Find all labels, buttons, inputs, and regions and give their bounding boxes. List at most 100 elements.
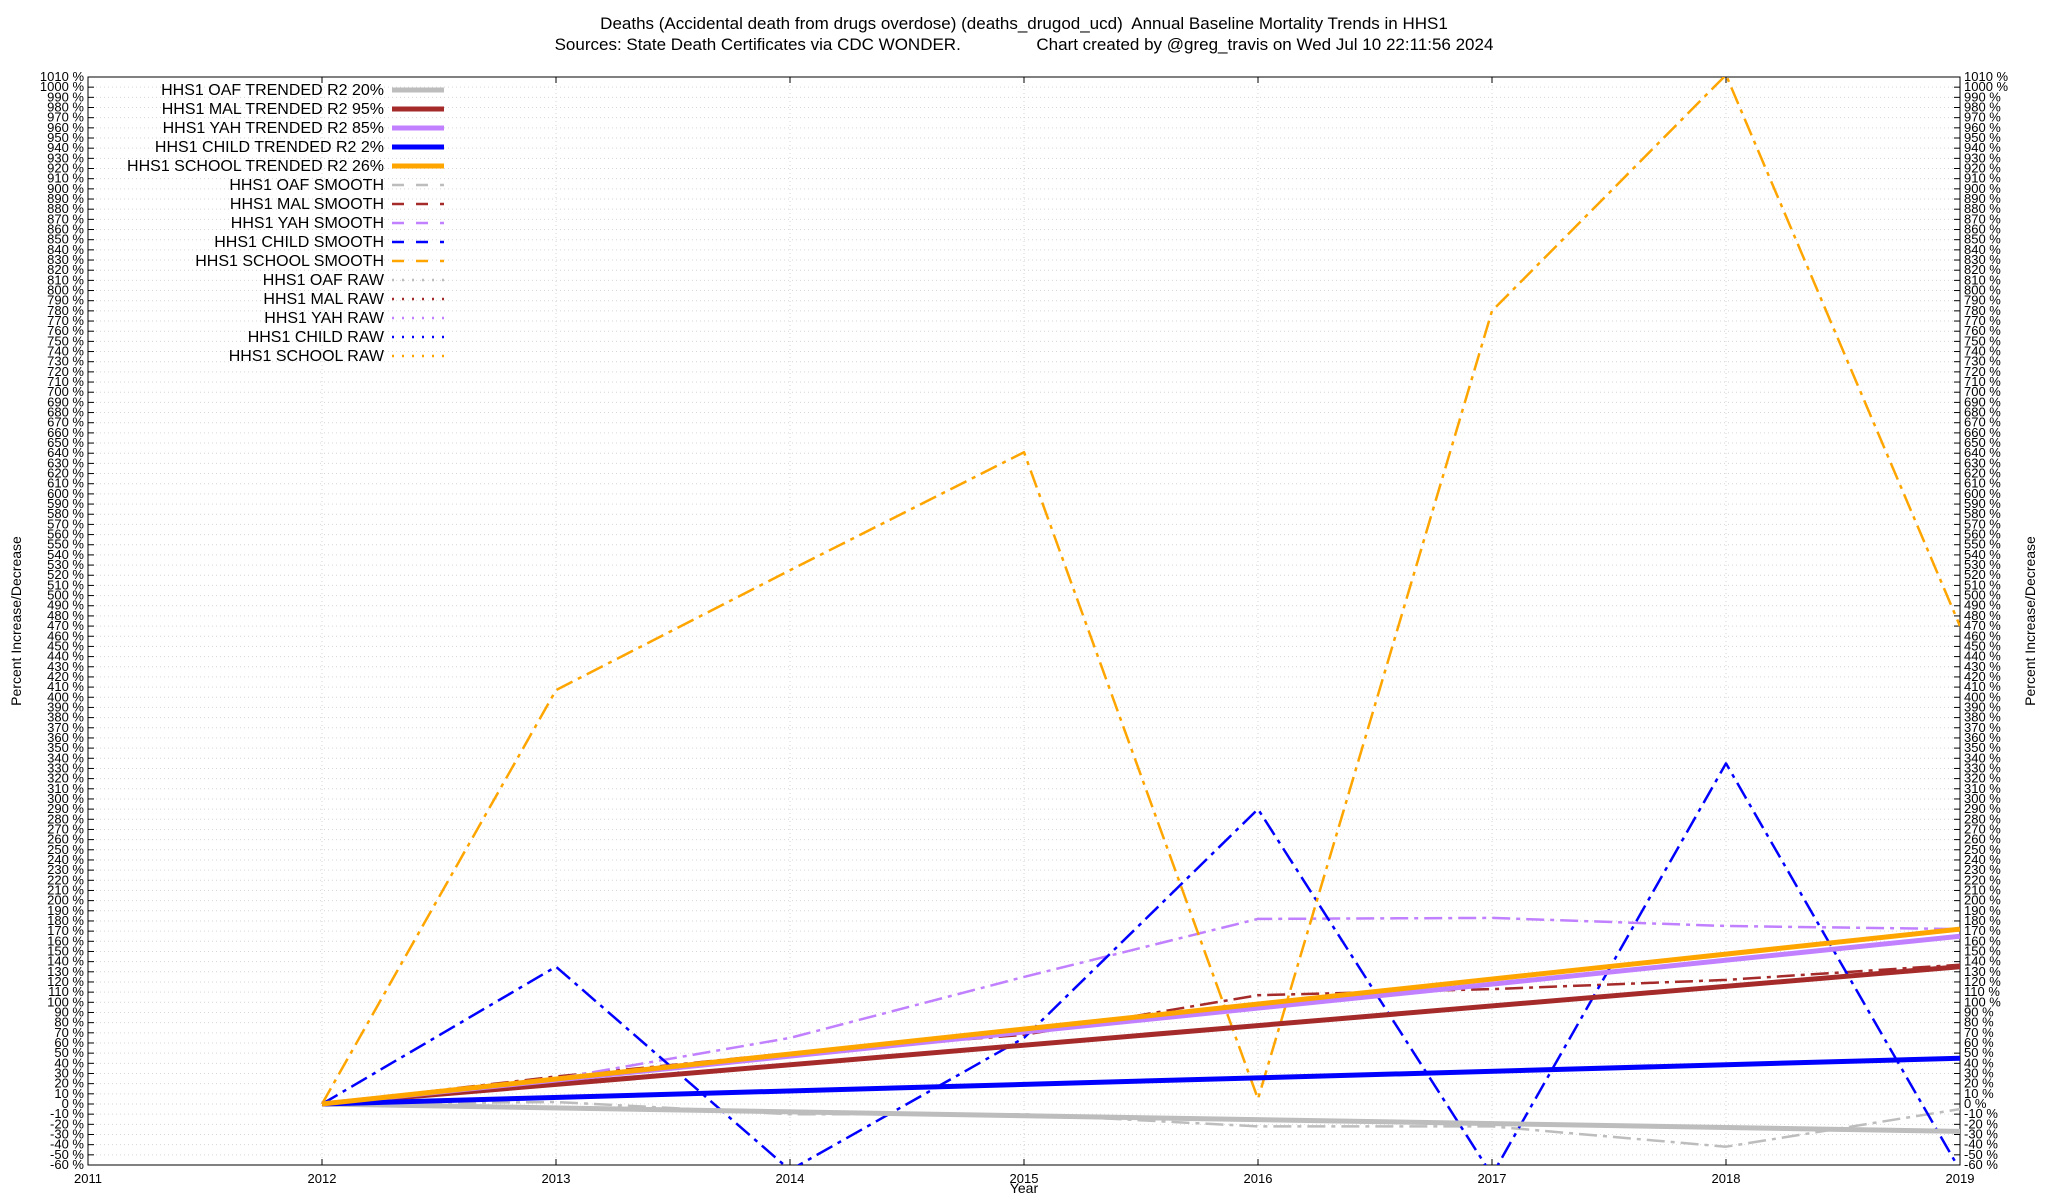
y-tick-label: 220 %: [47, 872, 84, 887]
y-tick-label: 310 %: [47, 781, 84, 796]
x-tick-label: 2018: [1712, 1171, 1741, 1186]
y-tick-label: 780 %: [1964, 303, 2001, 318]
legend-label: HHS1 OAF TRENDED R2 20%: [161, 82, 384, 99]
y-tick-label: 540 %: [47, 547, 84, 562]
y-tick-label: 990 %: [1964, 89, 2001, 104]
y-tick-label: 370 %: [47, 720, 84, 735]
y-tick-label: 170 %: [47, 923, 84, 938]
x-tick-label: 2013: [542, 1171, 571, 1186]
y-tick-label: 570 %: [1964, 516, 2001, 531]
y-tick-label: 140 %: [47, 954, 84, 969]
y-tick-label: -30 %: [1964, 1126, 1998, 1141]
y-tick-label: 430 %: [1964, 659, 2001, 674]
y-tick-label: 150 %: [1964, 943, 2001, 958]
y-tick-label: 420 %: [1964, 669, 2001, 684]
y-tick-label: 430 %: [47, 659, 84, 674]
y-tick-label: 1000 %: [40, 79, 85, 94]
x-axis: 2011 2012 2013 2014 2015 2016 2017 2018 2019: [74, 77, 1974, 1186]
legend-label: HHS1 CHILD TRENDED R2 2%: [155, 139, 384, 156]
legend-label: HHS1 SCHOOL TRENDED R2 26%: [127, 158, 384, 175]
y-tick-label: 10 %: [1964, 1086, 1994, 1101]
y-tick-label: -10 %: [1964, 1106, 1998, 1121]
y-tick-label: 260 %: [1964, 832, 2001, 847]
y-tick-label: 620 %: [47, 466, 84, 481]
y-tick-label: 700 %: [1964, 384, 2001, 399]
x-tick-label: 2012: [308, 1171, 337, 1186]
y-tick-label: 510 %: [1964, 577, 2001, 592]
y-tick-label: 710 %: [1964, 374, 2001, 389]
y-tick-label: 560 %: [1964, 527, 2001, 542]
y-tick-label: 670 %: [1964, 415, 2001, 430]
y-tick-label: 900 %: [47, 181, 84, 196]
y-tick-label: 130 %: [47, 964, 84, 979]
y-tick-label: 520 %: [47, 567, 84, 582]
y-tick-label: 490 %: [1964, 598, 2001, 613]
y-tick-label: 290 %: [47, 801, 84, 816]
legend-label: HHS1 CHILD SMOOTH: [214, 234, 384, 251]
y-tick-label: 530 %: [1964, 557, 2001, 572]
y-tick-label: 950 %: [47, 130, 84, 145]
y-tick-label: 610 %: [1964, 476, 2001, 491]
y-tick-label: 510 %: [47, 577, 84, 592]
series-line-hhs1-oaf-trended-r2-20: [321, 1101, 1960, 1134]
y-tick-label: 910 %: [47, 171, 84, 186]
y-tick-label: 750 %: [1964, 333, 2001, 348]
y-tick-label: 40 %: [54, 1055, 84, 1070]
y-tick-label: 60 %: [1964, 1035, 1994, 1050]
y-tick-label: 970 %: [47, 110, 84, 125]
y-tick-label: 290 %: [1964, 801, 2001, 816]
y-tick-label: 630 %: [47, 455, 84, 470]
y-tick-label: 960 %: [47, 120, 84, 135]
y-tick-label: -60 %: [1964, 1157, 1998, 1172]
y-tick-label: 270 %: [1964, 821, 2001, 836]
legend-label: HHS1 SCHOOL RAW: [229, 348, 385, 365]
series-line-hhs1-yah-smooth: [321, 916, 1960, 1106]
y-tick-label: 400 %: [47, 689, 84, 704]
y-tick-label: 150 %: [47, 943, 84, 958]
y-tick-label: 700 %: [47, 384, 84, 399]
y-tick-label: 90 %: [54, 1004, 84, 1019]
y-tick-label: 260 %: [47, 832, 84, 847]
y-tick-label: 820 %: [47, 262, 84, 277]
y-tick-label: 390 %: [47, 699, 84, 714]
y-tick-label: 820 %: [1964, 262, 2001, 277]
y-tick-label: 330 %: [47, 760, 84, 775]
y-tick-label: 470 %: [47, 618, 84, 633]
series-line-hhs1-school-smooth: [320, 77, 1960, 1105]
y-tick-label: 190 %: [1964, 903, 2001, 918]
y-tick-label: 1010 %: [1964, 69, 2009, 84]
y-tick-label: 230 %: [1964, 862, 2001, 877]
y-tick-label: 180 %: [1964, 913, 2001, 928]
y-tick-label: 1010 %: [40, 69, 85, 84]
y-tick-label: 30 %: [54, 1065, 84, 1080]
y-tick-label: 180 %: [47, 913, 84, 928]
y-axis-label-left: Percent Increase/Decrease: [8, 536, 24, 706]
y-tick-label: 300 %: [47, 791, 84, 806]
chart-title: Deaths (Accidental death from drugs over…: [600, 14, 1448, 33]
y-tick-label: 580 %: [1964, 506, 2001, 521]
y-tick-label: -40 %: [1964, 1137, 1998, 1152]
y-tick-label: 680 %: [47, 405, 84, 420]
y-tick-label: 370 %: [1964, 720, 2001, 735]
y-tick-label: 920 %: [47, 161, 84, 176]
y-tick-label: 880 %: [47, 201, 84, 216]
y-tick-label: 380 %: [47, 710, 84, 725]
y-tick-label: 500 %: [47, 588, 84, 603]
y-tick-label: 470 %: [1964, 618, 2001, 633]
y-tick-label: 110 %: [48, 984, 84, 999]
series-line-hhs1-oaf-smooth: [321, 1100, 1960, 1148]
y-tick-label: 740 %: [1964, 344, 2001, 359]
y-tick-label: 100 %: [47, 994, 84, 1009]
y-tick-label: 770 %: [47, 313, 84, 328]
y-tick-label: 160 %: [1964, 933, 2001, 948]
y-tick-label: 240 %: [47, 852, 84, 867]
y-tick-label: 850 %: [47, 232, 84, 247]
grid: [87, 76, 1961, 1166]
y-tick-label: 90 %: [1964, 1004, 1994, 1019]
y-tick-label: -10 %: [50, 1106, 84, 1121]
legend-label: HHS1 YAH RAW: [264, 310, 385, 327]
y-tick-label: 570 %: [47, 516, 84, 531]
y-tick-label: 730 %: [1964, 354, 2001, 369]
y-tick-label: 240 %: [1964, 852, 2001, 867]
y-tick-label: 850 %: [1964, 232, 2001, 247]
